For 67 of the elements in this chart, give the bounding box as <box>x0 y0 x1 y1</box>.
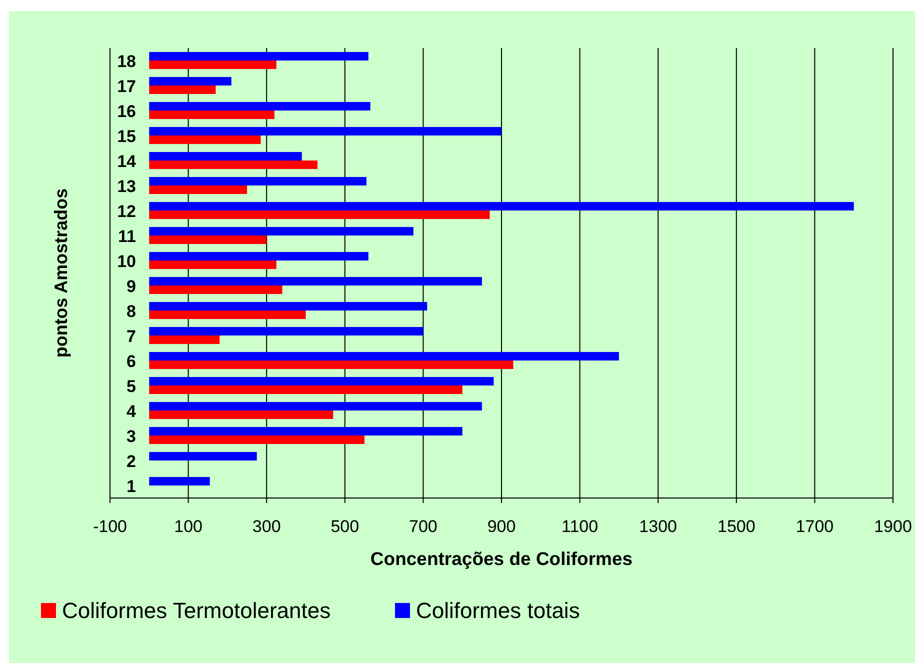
x-tick-label: 700 <box>409 517 438 536</box>
bar <box>149 310 306 319</box>
bar <box>149 160 318 169</box>
bar <box>149 177 366 186</box>
y-tick-label: 14 <box>117 152 137 171</box>
y-tick-label: 2 <box>126 452 136 471</box>
bar <box>149 86 216 94</box>
y-tick-label: 13 <box>117 177 136 196</box>
bar <box>149 210 490 219</box>
bar <box>149 277 482 286</box>
bar <box>149 186 248 194</box>
x-tick-label: 1500 <box>717 517 756 536</box>
bar <box>149 110 274 119</box>
bar <box>149 127 502 136</box>
y-tick-label: 9 <box>126 277 136 296</box>
x-tick-label: 1700 <box>796 517 834 536</box>
bar <box>149 260 276 269</box>
bar <box>149 77 232 86</box>
y-axis-title: pontos Amostrados <box>51 188 71 358</box>
y-tick-label: 16 <box>117 102 136 121</box>
bar <box>149 427 462 436</box>
x-tick-label: 1900 <box>874 517 912 536</box>
legend-label: Coliformes Termotolerantes <box>62 598 331 623</box>
bar <box>149 386 462 394</box>
bar <box>149 60 276 69</box>
y-tick-label: 3 <box>126 427 136 446</box>
y-tick-label: 17 <box>117 77 136 96</box>
x-tick-label: 1300 <box>639 517 678 536</box>
bar <box>149 410 334 419</box>
x-tick-label: 500 <box>330 517 360 536</box>
y-tick-label: 7 <box>126 327 136 346</box>
bar <box>149 352 619 360</box>
y-tick-label: 15 <box>117 127 136 146</box>
bar <box>149 136 261 144</box>
bar <box>149 52 368 60</box>
bar <box>149 452 257 460</box>
bar <box>149 360 514 369</box>
y-tick-label: 12 <box>117 202 136 221</box>
legend-label: Coliformes totais <box>416 598 580 623</box>
bar <box>149 152 302 160</box>
y-tick-label: 6 <box>126 352 136 371</box>
y-tick-label: 18 <box>117 52 136 71</box>
bar <box>149 327 424 336</box>
x-tick-label: 1100 <box>562 517 598 536</box>
y-tick-label: 10 <box>117 252 136 271</box>
bar <box>149 286 282 294</box>
bar <box>149 436 364 444</box>
bar <box>149 252 368 260</box>
bar <box>149 202 854 210</box>
bar <box>149 336 220 344</box>
x-tick-label: -100 <box>92 517 128 536</box>
y-tick-label: 8 <box>126 302 136 321</box>
y-tick-label: 11 <box>118 227 136 246</box>
bar <box>149 227 414 236</box>
y-tick-label: 4 <box>126 402 137 421</box>
bar <box>149 236 267 244</box>
bar <box>149 302 428 310</box>
y-tick-label: 5 <box>126 377 136 396</box>
y-tick-label: 1 <box>126 477 136 496</box>
bar <box>149 477 210 486</box>
x-tick-label: 900 <box>487 517 516 536</box>
bar <box>149 102 370 110</box>
x-tick-label: 100 <box>174 517 202 536</box>
bar <box>149 402 482 410</box>
x-tick-label: 300 <box>252 517 281 536</box>
x-axis-title: Concentrações de Coliformes <box>370 548 633 569</box>
bar <box>149 377 494 386</box>
